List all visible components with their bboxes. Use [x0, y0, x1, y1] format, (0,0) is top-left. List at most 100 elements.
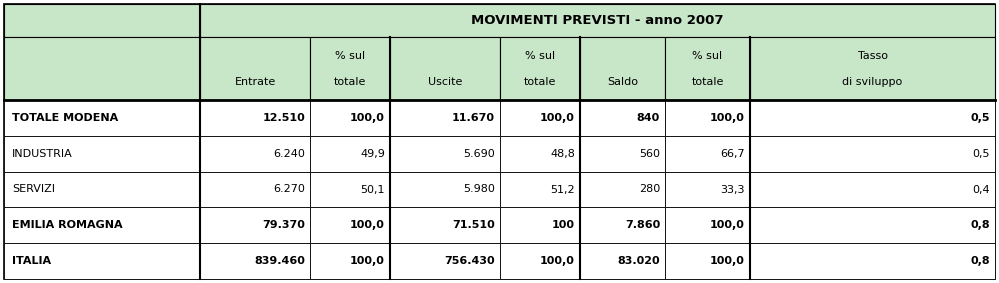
- Text: 560: 560: [639, 149, 660, 159]
- Bar: [580, 207, 665, 243]
- Text: 71.510: 71.510: [453, 220, 495, 230]
- Text: 66,7: 66,7: [720, 149, 745, 159]
- Text: 100,0: 100,0: [350, 113, 385, 123]
- Text: 11.670: 11.670: [452, 113, 495, 123]
- Text: 100,0: 100,0: [350, 220, 385, 230]
- Text: 100,0: 100,0: [710, 220, 745, 230]
- Bar: [200, 37, 310, 100]
- Text: Saldo: Saldo: [607, 77, 638, 87]
- Text: 51,2: 51,2: [550, 185, 575, 194]
- Text: SERVIZI: SERVIZI: [12, 185, 55, 194]
- Bar: [750, 100, 995, 136]
- Bar: [665, 207, 750, 243]
- Bar: [390, 207, 500, 243]
- Bar: [200, 100, 310, 136]
- Bar: [750, 207, 995, 243]
- Bar: [200, 4, 995, 37]
- Bar: [390, 136, 500, 171]
- Bar: [310, 243, 390, 279]
- Bar: [4, 243, 200, 279]
- Bar: [665, 243, 750, 279]
- Bar: [580, 136, 665, 171]
- Text: 5.980: 5.980: [464, 185, 495, 194]
- Bar: [500, 207, 580, 243]
- Bar: [580, 100, 665, 136]
- Bar: [200, 171, 310, 207]
- Text: % sul: % sul: [524, 51, 555, 61]
- Text: 79.370: 79.370: [262, 220, 305, 230]
- Bar: [4, 37, 200, 100]
- Bar: [500, 100, 580, 136]
- Bar: [580, 37, 665, 100]
- Bar: [4, 100, 200, 136]
- Text: 50,1: 50,1: [361, 185, 385, 194]
- Bar: [500, 171, 580, 207]
- Bar: [390, 243, 500, 279]
- Bar: [4, 207, 200, 243]
- Bar: [665, 100, 750, 136]
- Text: 100,0: 100,0: [710, 113, 745, 123]
- Text: 48,8: 48,8: [550, 149, 575, 159]
- Text: 100: 100: [552, 220, 575, 230]
- Text: INDUSTRIA: INDUSTRIA: [12, 149, 73, 159]
- Text: totale: totale: [523, 77, 556, 87]
- Bar: [500, 243, 580, 279]
- Text: 100,0: 100,0: [540, 113, 575, 123]
- Bar: [200, 243, 310, 279]
- Bar: [390, 100, 500, 136]
- Text: Uscite: Uscite: [428, 77, 463, 87]
- Bar: [310, 37, 390, 100]
- Bar: [200, 207, 310, 243]
- Text: 100,0: 100,0: [710, 256, 745, 266]
- Text: 7.860: 7.860: [624, 220, 660, 230]
- Text: 6.270: 6.270: [273, 185, 305, 194]
- Bar: [665, 37, 750, 100]
- Text: 840: 840: [636, 113, 660, 123]
- Bar: [750, 243, 995, 279]
- Bar: [580, 171, 665, 207]
- Text: 12.510: 12.510: [263, 113, 305, 123]
- Text: % sul: % sul: [692, 51, 722, 61]
- Text: TOTALE MODENA: TOTALE MODENA: [12, 113, 118, 123]
- Bar: [4, 4, 200, 37]
- Text: 0,5: 0,5: [972, 149, 990, 159]
- Text: % sul: % sul: [335, 51, 365, 61]
- Text: 6.240: 6.240: [273, 149, 305, 159]
- Bar: [4, 136, 200, 171]
- Text: di sviluppo: di sviluppo: [842, 77, 903, 87]
- Bar: [310, 171, 390, 207]
- Bar: [500, 136, 580, 171]
- Bar: [750, 37, 995, 100]
- Bar: [665, 136, 750, 171]
- Bar: [310, 207, 390, 243]
- Text: Entrate: Entrate: [235, 77, 276, 87]
- Text: 33,3: 33,3: [720, 185, 745, 194]
- Bar: [200, 136, 310, 171]
- Text: 0,4: 0,4: [972, 185, 990, 194]
- Text: 5.690: 5.690: [464, 149, 495, 159]
- Text: 83.020: 83.020: [617, 256, 660, 266]
- Text: ITALIA: ITALIA: [12, 256, 51, 266]
- Text: Tasso: Tasso: [857, 51, 887, 61]
- Bar: [580, 243, 665, 279]
- Text: EMILIA ROMAGNA: EMILIA ROMAGNA: [12, 220, 123, 230]
- Text: 0,5: 0,5: [970, 113, 990, 123]
- Bar: [390, 171, 500, 207]
- Text: 280: 280: [638, 185, 660, 194]
- Bar: [310, 100, 390, 136]
- Text: MOVIMENTI PREVISTI - anno 2007: MOVIMENTI PREVISTI - anno 2007: [472, 14, 723, 27]
- Text: 0,8: 0,8: [970, 256, 990, 266]
- Bar: [310, 136, 390, 171]
- Text: totale: totale: [691, 77, 723, 87]
- Text: 0,8: 0,8: [970, 220, 990, 230]
- Bar: [390, 37, 500, 100]
- Bar: [665, 171, 750, 207]
- Text: totale: totale: [334, 77, 367, 87]
- Bar: [4, 171, 200, 207]
- Text: 100,0: 100,0: [350, 256, 385, 266]
- Bar: [750, 136, 995, 171]
- Text: 756.430: 756.430: [445, 256, 495, 266]
- Bar: [750, 171, 995, 207]
- Text: 100,0: 100,0: [540, 256, 575, 266]
- Text: 839.460: 839.460: [254, 256, 305, 266]
